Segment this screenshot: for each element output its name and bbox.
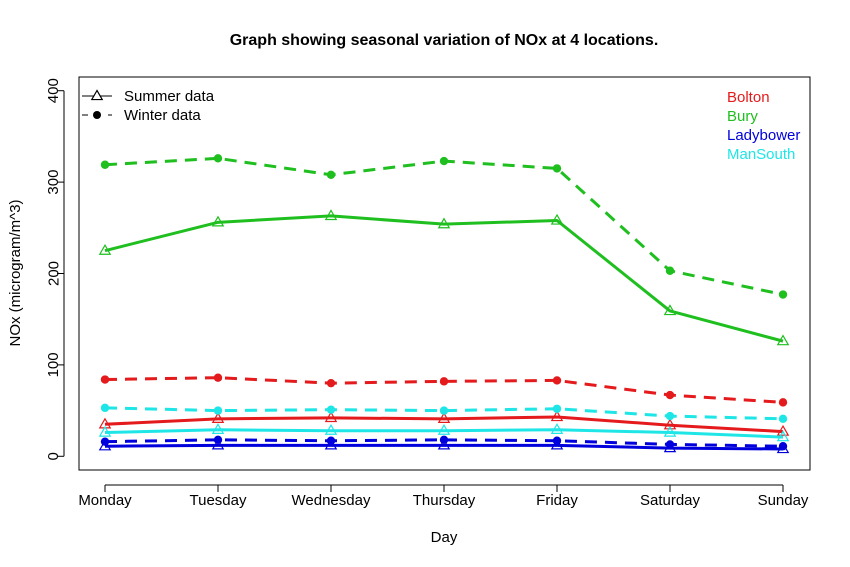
y-tick-label: 200 [45,261,62,286]
data-point [550,423,564,434]
data-point [324,438,338,450]
data-point [326,378,336,388]
legend-label: Winter data [124,107,201,124]
series-bury-summer [98,209,790,346]
data-point [437,423,451,435]
data-point [211,215,225,227]
legend-label: Summer data [124,88,215,105]
x-tick-label: Friday [536,492,578,509]
y-axis-label: NOx (microgram/m^3) [7,199,24,346]
x-tick-label: Thursday [413,492,476,509]
data-point [211,412,225,423]
x-axis-label: Day [431,529,458,546]
season-legend: Summer data Winter data [82,88,215,124]
x-tick-label: Wednesday [292,492,371,509]
data-point [213,373,223,382]
data-point [213,406,223,415]
y-tick-label: 100 [45,352,62,377]
axes: Monday Tuesday Wednesday Thursday Friday Satu… [45,78,809,509]
data-point [100,375,110,384]
data-point [100,160,110,169]
data-point [778,414,788,424]
data-point [211,438,225,450]
data-point [439,406,449,415]
data-point [663,304,677,316]
series-bury-winter [100,154,788,299]
data-point [213,154,223,163]
data-point [437,412,451,423]
data-point [776,442,790,454]
data-point [324,209,338,221]
y-tick-label: 0 [45,452,62,460]
x-tick-label: Sunday [758,492,809,509]
data-point [776,424,790,436]
series-line-ladybower-summer [104,443,784,451]
data-point [437,438,451,450]
data-point [552,164,562,173]
data-point [663,425,677,437]
y-tick-label: 300 [45,170,62,195]
data-point [439,156,449,166]
x-tick-label: Tuesday [190,492,247,509]
data-point [437,217,451,229]
series-bolton-summer [98,410,790,436]
series-line-bury-summer [104,214,784,343]
data-point [552,376,562,385]
data-point [550,438,564,450]
data-point [100,403,110,413]
data-point [778,398,788,407]
data-point [552,404,562,413]
legend-label: Bolton [727,89,770,106]
data-point [776,430,790,442]
data-point [550,410,564,422]
series-ladybower-summer [98,438,790,454]
data-point [324,423,338,435]
data-point [98,425,112,437]
x-tick-label: Monday [78,492,132,509]
y-tick-label: 400 [45,78,62,103]
data-point [663,441,677,453]
location-legend: Bolton Bury Ladybower ManSouth [727,89,800,163]
data-point [98,439,112,451]
series-bolton-winter [100,373,788,407]
data-point [665,390,675,400]
series-mansouth-winter [100,403,788,424]
data-point [663,418,677,430]
data-point [326,170,336,179]
series-group [98,154,790,454]
data-point [665,411,675,421]
data-point [98,243,112,255]
data-point [665,266,675,275]
legend-label: Ladybower [727,127,800,144]
data-point [778,290,788,299]
data-point [550,213,564,225]
legend-marker [90,89,104,101]
series-line-mansouth-summer [104,428,784,439]
chart-title: Graph showing seasonal variation of NOx … [230,32,659,49]
series-mansouth-summer [98,423,790,442]
legend-marker [93,111,101,119]
data-point [439,377,449,386]
data-point [324,411,338,423]
legend-label: Bury [727,108,758,125]
data-point [211,423,225,434]
legends: Summer data Winter data Bolton Bury Ladybowe… [82,88,800,163]
plot-frame [78,76,811,471]
data-point [326,405,336,414]
data-point [776,334,790,346]
series-line-bolton-summer [104,415,784,434]
x-tick-label: Saturday [640,492,701,509]
legend-label: ManSouth [727,146,795,163]
